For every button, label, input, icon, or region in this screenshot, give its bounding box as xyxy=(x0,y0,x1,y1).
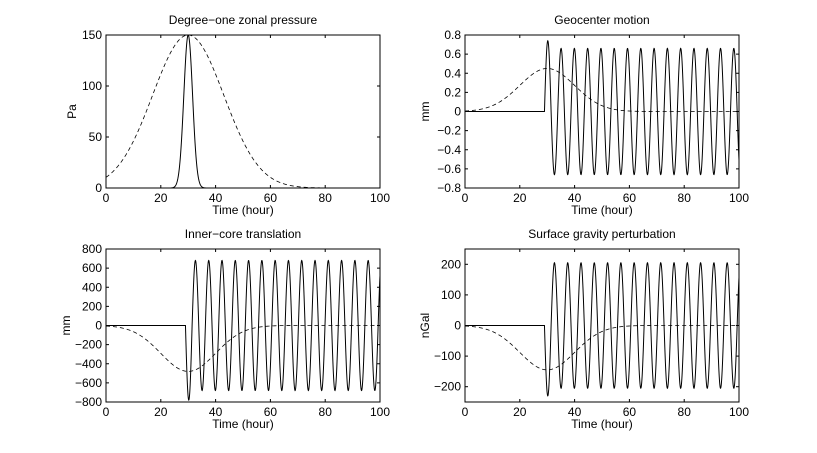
series-dashed-line xyxy=(106,35,380,188)
series-solid-line xyxy=(465,39,739,176)
plot-title: Inner−core translation xyxy=(185,227,301,241)
plot-title: Degree−one zonal pressure xyxy=(169,13,318,27)
y-tick-label: 0.6 xyxy=(444,47,461,61)
y-tick-label: −0.4 xyxy=(437,143,461,157)
x-tick-label: 80 xyxy=(319,191,333,205)
y-tick-label: 0.8 xyxy=(444,28,461,42)
y-tick-label: 100 xyxy=(441,288,461,302)
series-dashed-line xyxy=(465,68,739,112)
y-tick-label: −0.2 xyxy=(437,124,461,138)
x-tick-label: 80 xyxy=(678,405,692,419)
x-tick-label: 80 xyxy=(319,405,333,419)
y-tick-label: 200 xyxy=(82,299,102,313)
x-tick-label: 40 xyxy=(568,405,582,419)
y-tick-label: 0.2 xyxy=(444,85,461,99)
x-tick-label: 100 xyxy=(729,191,749,205)
y-tick-label: 200 xyxy=(441,257,461,271)
y-tick-label: −600 xyxy=(75,376,102,390)
x-tick-label: 100 xyxy=(370,191,390,205)
x-tick-label: 0 xyxy=(462,191,469,205)
y-tick-label: −0.6 xyxy=(437,162,461,176)
y-tick-label: 150 xyxy=(82,28,102,42)
y-axis-label: Pa xyxy=(65,104,79,119)
x-tick-label: 60 xyxy=(264,191,278,205)
y-tick-label: −200 xyxy=(434,380,461,394)
y-tick-label: 800 xyxy=(82,242,102,256)
x-axis-label: Time (hour) xyxy=(571,203,633,217)
series-solid-line xyxy=(106,259,380,402)
series-solid-line xyxy=(106,35,380,188)
y-tick-label: 600 xyxy=(82,261,102,275)
x-tick-label: 40 xyxy=(209,405,223,419)
x-tick-label: 0 xyxy=(103,191,110,205)
y-tick-label: 0.4 xyxy=(444,66,461,80)
geocenter-motion-plot: 0 20 40 60 80 100 −0.8 −0.6 −0.4 −0.2 0 0.2 0.4 0.6 0.… xyxy=(418,13,749,217)
y-tick-label: −100 xyxy=(434,349,461,363)
y-tick-label: −800 xyxy=(75,395,102,409)
plot-title: Geocenter motion xyxy=(554,13,649,27)
x-axis-label: Time (hour) xyxy=(571,417,633,431)
y-tick-label: 50 xyxy=(89,130,103,144)
x-tick-label: 100 xyxy=(370,405,390,419)
y-tick-label: 0 xyxy=(95,319,102,333)
y-axis-label: mm xyxy=(59,316,73,336)
x-tick-label: 0 xyxy=(462,405,469,419)
y-tick-label: 0 xyxy=(454,105,461,119)
y-tick-label: 400 xyxy=(82,280,102,294)
y-axis-label: mm xyxy=(418,102,432,122)
series-dashed-line xyxy=(465,325,739,371)
x-tick-label: 20 xyxy=(513,191,527,205)
x-tick-label: 60 xyxy=(623,191,637,205)
x-tick-label: 40 xyxy=(209,191,223,205)
series-dashed-line xyxy=(106,325,380,372)
zonal-pressure-plot: 0 20 40 60 80 100 0 50 100 150 Degree−one zonal pr… xyxy=(65,13,390,217)
y-tick-label: −400 xyxy=(75,357,102,371)
x-tick-label: 0 xyxy=(103,405,110,419)
series-solid-line xyxy=(465,261,739,397)
y-tick-label: −0.8 xyxy=(437,181,461,195)
x-axis-label: Time (hour) xyxy=(212,417,274,431)
y-axis-label: nGal xyxy=(418,313,432,338)
x-tick-label: 80 xyxy=(678,191,692,205)
x-tick-label: 20 xyxy=(154,405,168,419)
plot-frame xyxy=(105,34,381,189)
x-tick-label: 100 xyxy=(729,405,749,419)
x-tick-label: 20 xyxy=(513,405,527,419)
plot-title: Surface gravity perturbation xyxy=(528,227,675,241)
y-tick-label: 0 xyxy=(95,181,102,195)
y-tick-label: 0 xyxy=(454,319,461,333)
x-tick-label: 60 xyxy=(623,405,637,419)
surface-gravity-plot: 0 20 40 60 80 100 −200 −100 0 100 200 Surface gravi… xyxy=(418,227,749,431)
x-tick-label: 20 xyxy=(154,191,168,205)
x-tick-label: 60 xyxy=(264,405,278,419)
y-tick-label: −200 xyxy=(75,338,102,352)
x-tick-label: 40 xyxy=(568,191,582,205)
inner-core-translation-plot: 0 20 40 60 80 100 −800 −600 −400 −200 0 200 400 600 80… xyxy=(59,227,390,431)
x-axis-label: Time (hour) xyxy=(212,203,274,217)
y-tick-label: 100 xyxy=(82,79,102,93)
